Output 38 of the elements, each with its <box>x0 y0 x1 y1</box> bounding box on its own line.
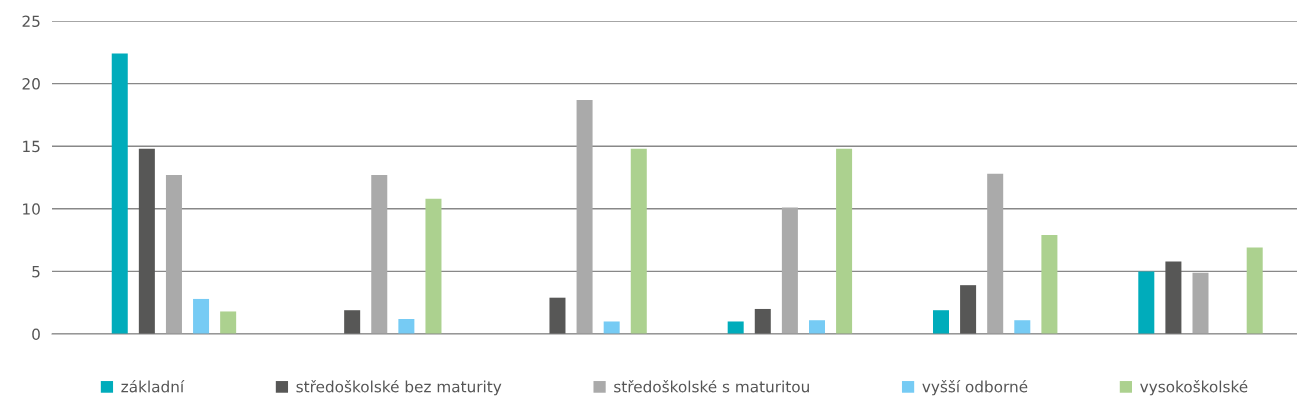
bar <box>220 311 237 334</box>
bar <box>138 148 155 334</box>
bar <box>576 99 593 334</box>
y-tick-label: 10 <box>23 203 40 215</box>
bar <box>1165 261 1182 334</box>
y-tick-label: 5 <box>32 266 40 278</box>
bar <box>754 308 771 334</box>
bar <box>603 321 620 334</box>
y-tick-label: 20 <box>22 78 40 90</box>
y-tick-label: 15 <box>23 140 40 153</box>
bar <box>1192 272 1209 334</box>
bar <box>781 207 798 334</box>
bar <box>836 148 853 334</box>
bar <box>425 198 442 334</box>
bar <box>398 318 415 334</box>
legend-label: středoškolské bez maturity <box>296 379 502 396</box>
bar <box>960 285 977 334</box>
bar <box>371 175 388 334</box>
bar <box>987 173 1004 334</box>
legend-label: vysokoškolské <box>1140 379 1248 396</box>
bar <box>1138 271 1155 334</box>
bar <box>727 321 744 334</box>
y-tick-label: 0 <box>32 328 40 341</box>
y-tick-label: 25 <box>22 15 40 28</box>
bar <box>549 297 566 334</box>
legend-label: středoškolské s maturitou <box>614 379 809 393</box>
bar <box>1041 235 1058 334</box>
legend-label: vyšší odborné <box>922 379 1028 396</box>
bar <box>932 310 949 334</box>
bar <box>344 310 361 334</box>
bar <box>111 53 128 334</box>
bar <box>630 148 647 334</box>
bar <box>1014 320 1031 334</box>
bar <box>808 320 825 334</box>
bar <box>165 175 182 334</box>
bar <box>1246 247 1263 334</box>
legend-label: základní <box>121 379 185 393</box>
bar <box>193 298 210 334</box>
